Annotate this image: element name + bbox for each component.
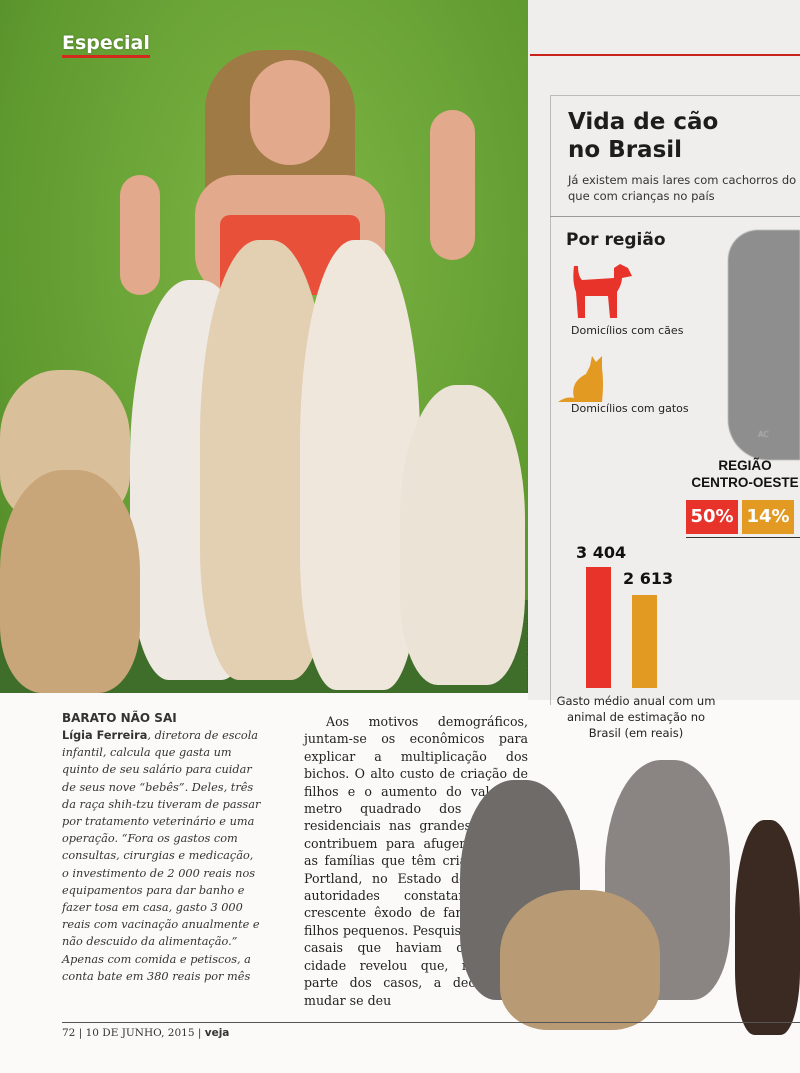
divider [686, 537, 800, 538]
dog [735, 820, 800, 1035]
face [250, 60, 330, 165]
region-cats-pct: 14% [742, 500, 794, 534]
page-number: 72 [62, 1027, 76, 1039]
cat-icon [558, 356, 603, 402]
caption-text: , diretora de escola infantil, calcula q… [62, 729, 261, 983]
infographic-box [550, 95, 800, 705]
magazine-name: veja [204, 1027, 230, 1039]
bar-caption: Gasto médio anual com um animal de estim… [556, 694, 716, 740]
section-tag: Especial [62, 32, 150, 58]
divider [530, 54, 800, 56]
title-line: Vida de cão [568, 109, 719, 135]
photo-caption: Lígia Ferreira, diretora de escola infan… [62, 727, 262, 985]
infographic-title: Vida de cão no Brasil [568, 108, 718, 164]
region-line: CENTRO-OESTE [691, 475, 799, 490]
region-line: REGIÃO [718, 458, 772, 473]
divider [62, 1022, 800, 1023]
region-name: REGIÃO CENTRO-OESTE [690, 457, 800, 491]
divider [550, 216, 800, 217]
region-dogs-pct: 50% [686, 500, 738, 534]
schnauzer-photo [455, 750, 800, 1040]
main-photo: Especial [0, 0, 528, 693]
bar-dogs [586, 567, 611, 688]
dog-icon [573, 264, 632, 318]
infographic-subtitle: Já existem mais lares com cachorros do q… [568, 173, 797, 203]
dog [500, 890, 660, 1030]
bar-label-cats: 2 613 [623, 569, 674, 588]
title-line: no Brasil [568, 137, 683, 163]
map-label: AC [758, 430, 769, 439]
arm-right [430, 110, 475, 260]
legend-cats: Domicílios com gatos [571, 402, 689, 415]
arm-left [120, 175, 160, 295]
caption-name: Lígia Ferreira [62, 729, 148, 742]
legend-dogs: Domicílios com cães [571, 324, 684, 337]
issue-date: 10 DE JUNHO, 2015 [85, 1027, 195, 1039]
section-heading: Por região [566, 230, 666, 250]
map: AC [728, 230, 800, 460]
bar-cats [632, 595, 657, 688]
bar-label-dogs: 3 404 [576, 543, 627, 562]
dog [400, 385, 525, 685]
caption-heading: BARATO NÃO SAI [62, 711, 177, 725]
footer: 72 | 10 DE JUNHO, 2015 | veja [62, 1027, 230, 1039]
dog [0, 470, 140, 693]
